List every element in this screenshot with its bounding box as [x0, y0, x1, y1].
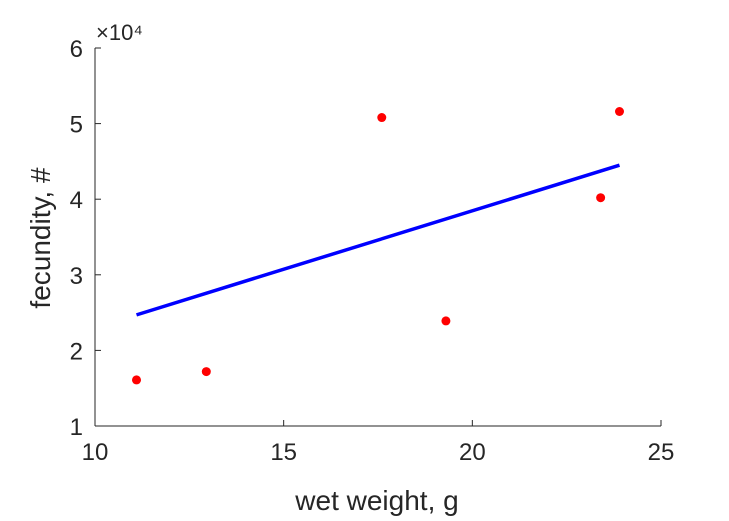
y-tick-label: 3: [70, 263, 83, 290]
y-exponent-label: ×10⁴: [96, 20, 143, 45]
x-axis-title: wet weight, g: [294, 485, 458, 516]
data-point: [614, 107, 624, 117]
data-point: [132, 375, 142, 385]
y-axis-title: fecundity, #: [25, 167, 56, 309]
data-points: [132, 107, 624, 385]
axes: [94, 48, 661, 427]
ticks: 10 15 20 25 1 2 3 4 5 6: [70, 36, 675, 466]
fit-line: [135, 163, 621, 317]
y-tick-label: 2: [70, 338, 83, 365]
data-point: [596, 193, 606, 203]
x-tick-label: 25: [648, 439, 675, 466]
fit-line-group: [135, 163, 621, 317]
y-tick-label: 4: [70, 187, 83, 214]
data-point: [201, 367, 211, 377]
x-tick-label: 15: [270, 439, 297, 466]
data-point: [377, 113, 387, 123]
x-tick-label: 20: [459, 439, 486, 466]
x-tick-label: 10: [82, 439, 109, 466]
y-tick-label: 6: [70, 36, 83, 63]
data-point: [441, 316, 451, 326]
y-tick-label: 1: [70, 414, 83, 441]
y-tick-label: 5: [70, 112, 83, 139]
